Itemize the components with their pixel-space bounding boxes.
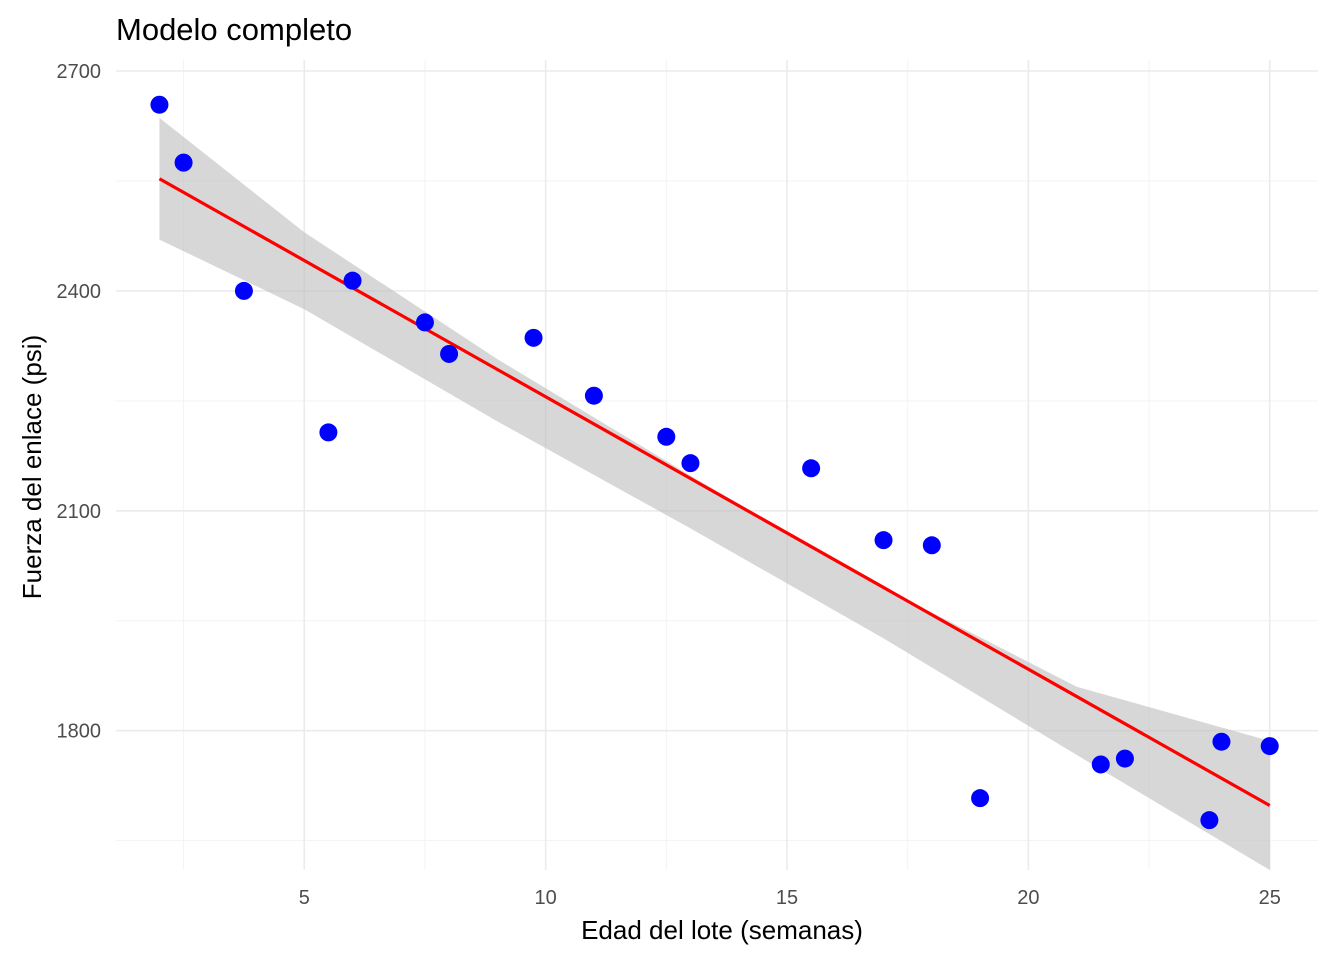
y-tick-label: 2700 [57,61,102,83]
data-points [150,95,1279,830]
data-point [1091,755,1110,774]
data-point [319,423,338,442]
x-tick-label: 20 [1017,887,1039,909]
data-point [234,281,253,300]
data-point [971,789,990,808]
data-point [150,95,169,114]
chart-title: Modelo completo [116,12,352,47]
x-tick-label: 10 [535,887,557,909]
y-axis-title: Fuerza del enlace (psi) [17,335,47,599]
fit-line [158,177,1271,807]
y-axis-ticks: 1800 2100 2400 2700 [57,61,102,743]
plot-grid [116,60,1318,870]
data-point [657,427,676,446]
x-tick-label: 5 [299,887,310,909]
data-point [1200,811,1219,830]
data-point [174,153,193,172]
data-point [1260,737,1279,756]
data-point [1212,732,1231,751]
x-tick-label: 25 [1259,887,1281,909]
regression-line [158,177,1271,807]
data-point [874,531,893,550]
data-point [1115,749,1134,768]
x-axis-ticks: 5 10 15 20 25 [299,887,1281,909]
data-point [922,536,941,555]
data-point [802,459,821,478]
data-point [415,313,434,332]
data-point [524,328,543,347]
x-tick-label: 15 [776,887,798,909]
data-point [681,454,700,473]
y-tick-label: 2400 [57,281,102,303]
y-tick-label: 2100 [57,501,102,523]
data-point [440,344,459,363]
x-axis-title: Edad del lote (semanas) [581,915,863,945]
data-point [343,271,362,290]
y-tick-label: 1800 [57,721,102,743]
data-point [584,386,603,405]
